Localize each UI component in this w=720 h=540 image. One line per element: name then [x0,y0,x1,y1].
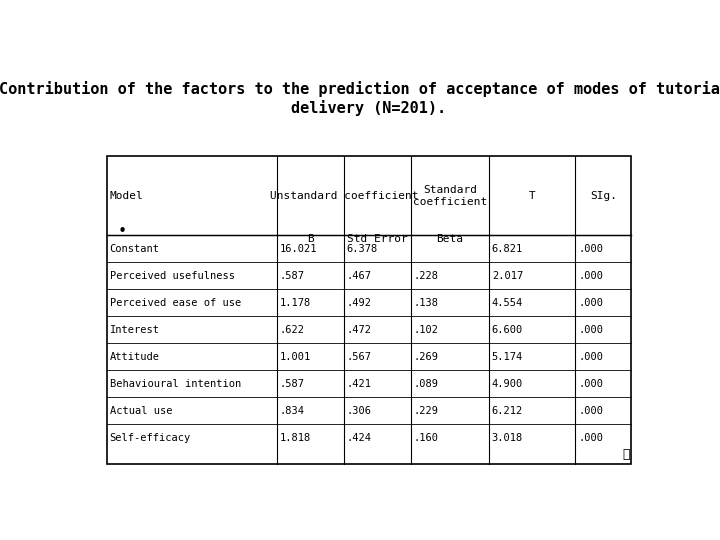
Text: .000: .000 [578,244,603,254]
Text: Beta: Beta [436,234,464,245]
Text: .306: .306 [347,406,372,416]
Text: 2.017: 2.017 [492,271,523,281]
Text: Perceived ease of use: Perceived ease of use [109,298,240,308]
Text: 1.818: 1.818 [280,433,311,443]
Text: B: B [307,234,314,245]
Text: .424: .424 [347,433,372,443]
Text: .492: .492 [347,298,372,308]
Text: .000: .000 [578,352,603,362]
Text: .000: .000 [578,325,603,335]
Text: 🔊: 🔊 [623,448,630,461]
Text: .587: .587 [280,379,305,389]
Text: .160: .160 [413,433,438,443]
Text: .000: .000 [578,406,603,416]
Text: .089: .089 [413,379,438,389]
Text: .000: .000 [578,271,603,281]
Text: 5.174: 5.174 [492,352,523,362]
Text: •: • [118,224,127,239]
Text: .228: .228 [413,271,438,281]
Text: Behavioural intention: Behavioural intention [109,379,240,389]
Text: Standard
coefficient: Standard coefficient [413,185,487,207]
Text: 6.600: 6.600 [492,325,523,335]
Text: T: T [528,191,536,201]
Text: .000: .000 [578,433,603,443]
Text: 1.001: 1.001 [280,352,311,362]
Text: .000: .000 [578,379,603,389]
Text: 6.212: 6.212 [492,406,523,416]
Text: Perceived usefulness: Perceived usefulness [109,271,235,281]
Text: .138: .138 [413,298,438,308]
Text: .269: .269 [413,352,438,362]
Text: .229: .229 [413,406,438,416]
Text: Self-efficacy: Self-efficacy [109,433,191,443]
Text: 1.178: 1.178 [280,298,311,308]
Text: Actual use: Actual use [109,406,172,416]
Text: Std Error: Std Error [347,234,408,245]
Text: 4.554: 4.554 [492,298,523,308]
Text: SIg.: SIg. [590,191,617,201]
Text: .102: .102 [413,325,438,335]
Text: .587: .587 [280,271,305,281]
Text: .834: .834 [280,406,305,416]
Text: 16.021: 16.021 [280,244,318,254]
Text: .567: .567 [347,352,372,362]
Text: Unstandard coefficient: Unstandard coefficient [269,191,418,201]
Bar [107,156,631,464]
Text: Constant: Constant [109,244,160,254]
Text: 6.378: 6.378 [347,244,378,254]
Text: 3.018: 3.018 [492,433,523,443]
Text: Interest: Interest [109,325,160,335]
Text: 6.821: 6.821 [492,244,523,254]
Text: .000: .000 [578,298,603,308]
Text: Attitude: Attitude [109,352,160,362]
Text: .467: .467 [347,271,372,281]
Text: .421: .421 [347,379,372,389]
Text: .622: .622 [280,325,305,335]
Text: Contribution of the factors to the prediction of acceptance of modes of tutorial: Contribution of the factors to the predi… [0,82,720,116]
Text: 4.900: 4.900 [492,379,523,389]
Text: Model: Model [109,191,143,201]
Text: .472: .472 [347,325,372,335]
